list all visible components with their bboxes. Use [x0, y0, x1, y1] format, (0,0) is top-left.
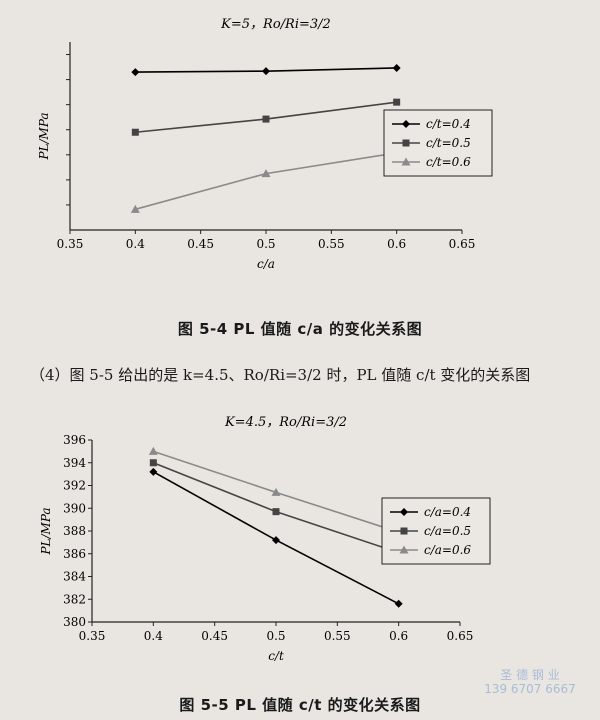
chart-title: K=5，Ro/Ri=3/2: [220, 17, 331, 32]
watermark-phone: 139 6707 6667: [484, 682, 576, 696]
x-tick-label: 0.45: [187, 237, 214, 251]
legend-marker-1: [400, 508, 408, 516]
body-paragraph: （4）图 5-5 给出的是 k=4.5、Ro/Ri=3/2 时，PL 值随 c/…: [30, 366, 531, 384]
x-tick-label: 0.55: [324, 629, 351, 643]
y-axis-label: PL/MPa: [39, 507, 53, 555]
legend-label-2: c/t=0.5: [426, 136, 471, 150]
watermark-company: 圣 德 钢 业: [500, 668, 560, 682]
y-tick-label: 384: [63, 570, 86, 584]
legend-marker-2: [400, 527, 408, 535]
y-tick-label: 386: [63, 547, 86, 561]
data-point-s2-2: [272, 508, 280, 516]
legend-marker-2: [402, 139, 410, 147]
x-tick-label: 0.55: [318, 237, 345, 251]
x-tick-label: 0.4: [126, 237, 145, 251]
data-point-s2-1: [131, 128, 139, 136]
data-point-s1-2: [272, 536, 280, 545]
legend-label-2: c/a=0.5: [424, 524, 471, 538]
x-tick-label: 0.5: [266, 629, 285, 643]
legend-label-3: c/t=0.6: [426, 155, 471, 169]
x-tick-label: 0.35: [57, 237, 84, 251]
y-tick-label: 388: [63, 524, 86, 538]
x-tick-label: 0.4: [144, 629, 163, 643]
legend-marker-3: [401, 157, 411, 166]
y-tick-label: 390: [63, 501, 86, 515]
figure-caption-5-4: 图 5-4 PL 值随 c/a 的变化关系图: [177, 320, 423, 338]
chart-pl-vs-ct: K=4.5，Ro/Ri=3/2 0.35 0.4 0.45 0.5 0.55 0.6 0.65…: [39, 415, 491, 663]
data-point-s2-1: [149, 459, 157, 467]
x-axis-label: c/a: [257, 257, 275, 271]
legend-label-1: c/t=0.4: [426, 117, 471, 131]
data-point-s2-3: [393, 98, 401, 106]
x-tick-label: 0.6: [389, 629, 408, 643]
x-tick-label: 0.35: [79, 629, 106, 643]
data-point-s2-2: [262, 115, 270, 123]
legend-label-3: c/a=0.6: [424, 543, 471, 557]
data-point-s1-2: [262, 67, 270, 76]
data-point-s1-1: [149, 467, 158, 476]
legend-label-1: c/a=0.4: [424, 505, 471, 519]
y-tick-label: 394: [63, 456, 86, 470]
data-point-s1-3: [394, 599, 403, 608]
legend-marker-3: [399, 545, 409, 554]
x-tick-label: 0.45: [201, 629, 228, 643]
chart-title: K=4.5，Ro/Ri=3/2: [224, 415, 347, 430]
x-axis-label: c/t: [268, 649, 284, 663]
data-point-s3-1: [130, 204, 140, 213]
y-axis-label: PL/MPa: [37, 112, 51, 160]
legend-marker-1: [402, 120, 410, 128]
x-tick-label: 0.6: [387, 237, 406, 251]
data-point-s1-1: [131, 68, 140, 77]
y-tick-label: 396: [63, 433, 86, 447]
x-tick-label: 0.65: [449, 237, 476, 251]
x-tick-label: 0.65: [447, 629, 474, 643]
data-point-s3-2: [261, 169, 271, 178]
y-tick-label: 382: [63, 592, 86, 606]
data-point-s1-3: [392, 63, 401, 72]
figure-caption-5-5: 图 5-5 PL 值随 c/t 的变化关系图: [179, 696, 421, 714]
chart-pl-vs-ca: K=5，Ro/Ri=3/2 0.35 0.4 0.45 0.5 0.55 0.6 0.65 c/…: [37, 17, 493, 271]
series-line-3: [135, 152, 397, 211]
data-point-s3-2: [271, 487, 281, 496]
x-tick-label: 0.5: [256, 237, 275, 251]
data-point-s3-1: [148, 446, 158, 455]
y-tick-label: 392: [63, 479, 86, 493]
y-tick-label: 380: [63, 615, 86, 629]
